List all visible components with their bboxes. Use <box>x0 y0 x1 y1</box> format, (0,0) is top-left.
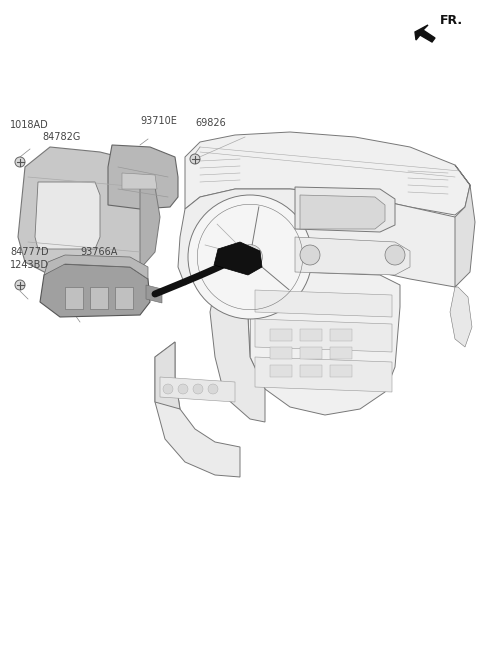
Polygon shape <box>415 25 435 42</box>
Polygon shape <box>115 287 133 309</box>
Polygon shape <box>65 287 83 309</box>
Text: 1018AD: 1018AD <box>10 120 49 130</box>
Polygon shape <box>90 287 108 309</box>
Polygon shape <box>40 264 150 317</box>
Bar <box>300 365 322 377</box>
Bar <box>330 365 352 377</box>
Circle shape <box>208 384 218 394</box>
Text: 93766A: 93766A <box>80 247 118 257</box>
Text: 84777D: 84777D <box>10 247 48 257</box>
Text: 69826: 69826 <box>195 118 226 128</box>
Polygon shape <box>255 319 392 352</box>
Polygon shape <box>300 195 385 229</box>
Polygon shape <box>155 342 240 477</box>
Polygon shape <box>255 357 392 392</box>
Polygon shape <box>185 132 470 215</box>
Circle shape <box>178 384 188 394</box>
Bar <box>270 347 292 359</box>
Polygon shape <box>140 177 160 269</box>
Circle shape <box>15 157 25 167</box>
Polygon shape <box>146 285 162 303</box>
Text: 1243BD: 1243BD <box>10 260 49 270</box>
Circle shape <box>188 195 312 319</box>
Text: 93710E: 93710E <box>140 116 177 126</box>
Circle shape <box>15 280 25 290</box>
Polygon shape <box>155 342 180 409</box>
Polygon shape <box>35 182 100 249</box>
Polygon shape <box>255 290 392 317</box>
Bar <box>300 329 322 341</box>
Polygon shape <box>450 287 472 347</box>
Polygon shape <box>210 285 265 422</box>
Polygon shape <box>122 173 157 189</box>
Polygon shape <box>44 255 148 279</box>
Polygon shape <box>455 165 475 287</box>
Text: FR.: FR. <box>440 14 463 26</box>
Polygon shape <box>295 187 395 232</box>
Circle shape <box>193 384 203 394</box>
Circle shape <box>385 245 405 265</box>
Bar <box>270 365 292 377</box>
Polygon shape <box>248 272 400 415</box>
Circle shape <box>300 245 320 265</box>
Polygon shape <box>18 147 155 279</box>
Circle shape <box>190 154 200 164</box>
Bar <box>330 347 352 359</box>
Bar <box>270 329 292 341</box>
Circle shape <box>163 384 173 394</box>
Polygon shape <box>295 237 410 275</box>
Circle shape <box>238 244 263 269</box>
Polygon shape <box>178 189 470 287</box>
Bar <box>300 347 322 359</box>
Bar <box>330 329 352 341</box>
Polygon shape <box>214 242 262 275</box>
Polygon shape <box>160 377 235 402</box>
Polygon shape <box>108 145 178 209</box>
Text: 84782G: 84782G <box>42 132 80 142</box>
